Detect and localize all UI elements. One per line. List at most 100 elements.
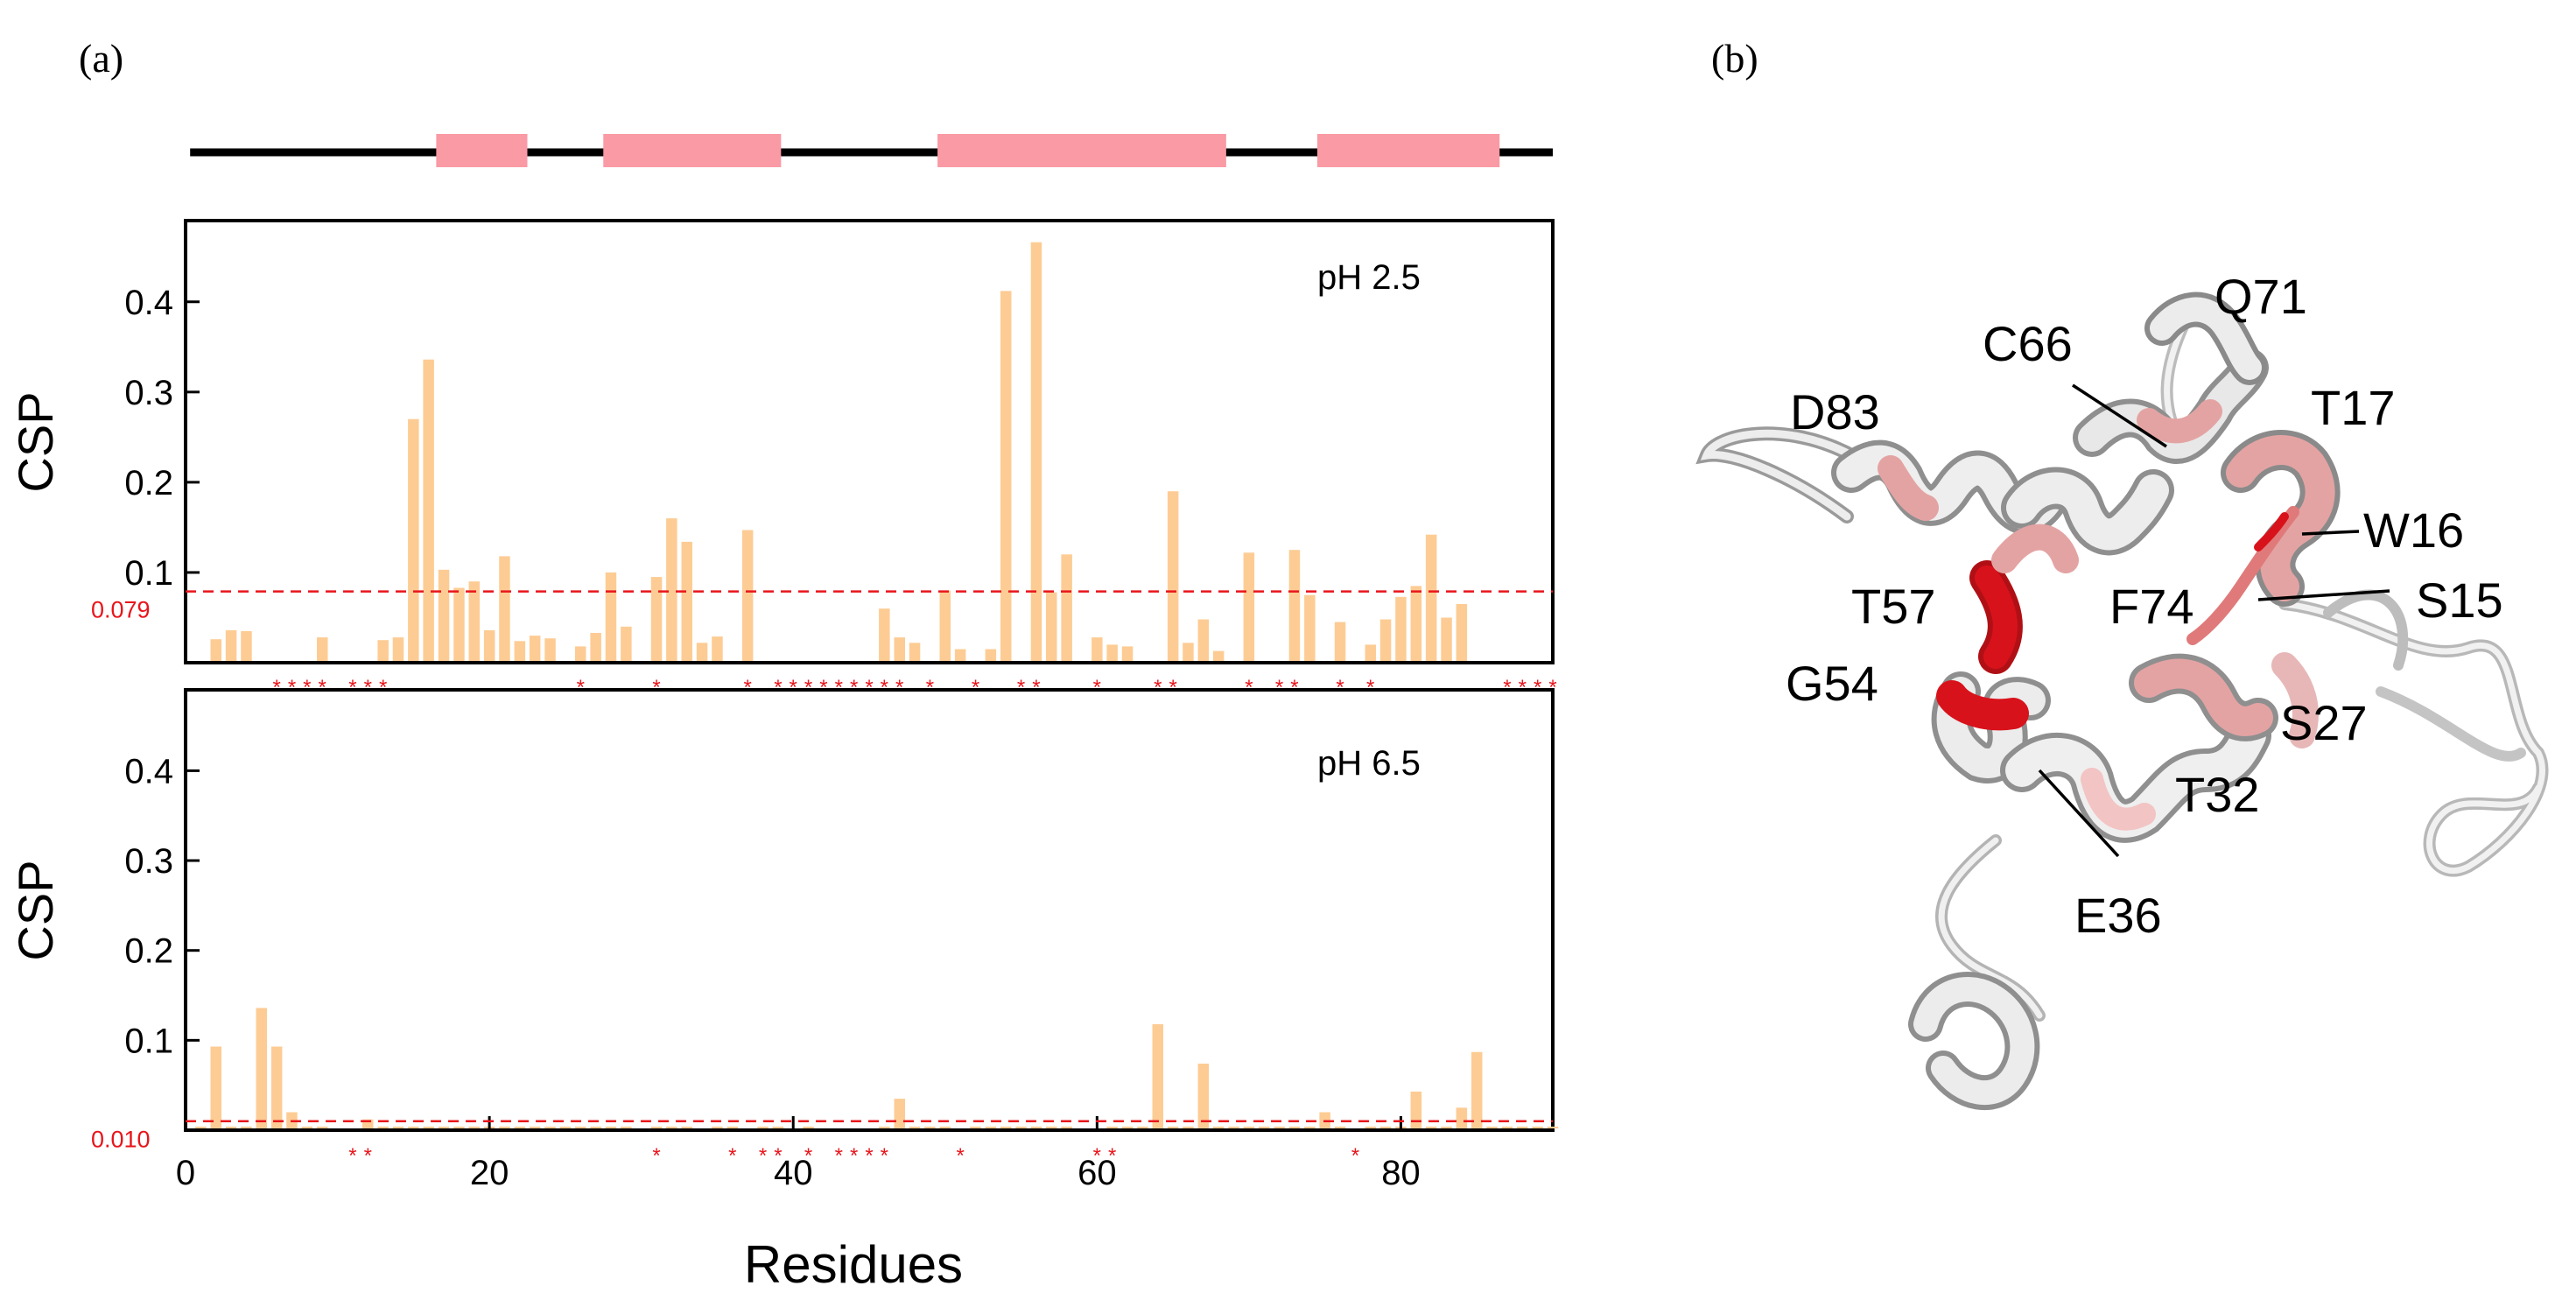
csp-bar <box>1197 1064 1210 1128</box>
csp-bar <box>1517 1126 1528 1128</box>
csp-bar <box>1046 1126 1057 1128</box>
csp-bar <box>514 1126 526 1128</box>
csp-bar <box>1379 1126 1392 1128</box>
csp-bar <box>621 626 632 661</box>
csp-bar <box>1167 491 1179 661</box>
unassigned-star: * <box>1351 1144 1359 1168</box>
csp-bar <box>985 1126 997 1128</box>
csp-bar <box>1015 1126 1027 1128</box>
csp-bar <box>650 1126 663 1128</box>
csp-bar <box>939 590 951 661</box>
csp-bar <box>1410 1091 1422 1128</box>
unassigned-star: * <box>1017 676 1025 699</box>
unassigned-star: * <box>272 676 280 699</box>
unassigned-star: * <box>759 1144 767 1168</box>
helix-block <box>937 134 1226 167</box>
x-tick-label: 0 <box>176 1154 195 1192</box>
leader-lines <box>2038 383 2390 858</box>
csp-bar <box>1212 1126 1225 1128</box>
csp-bar <box>408 418 419 661</box>
x-tick-label: 40 <box>774 1154 813 1192</box>
csp-bar <box>225 1126 237 1128</box>
csp-bar <box>1304 594 1316 661</box>
csp-bar <box>1061 1126 1072 1128</box>
csp-bar <box>772 1126 784 1128</box>
csp-bar <box>1288 1126 1301 1128</box>
residue-label-s27: S27 <box>2280 695 2368 750</box>
csp-bar <box>1183 1126 1194 1128</box>
csp-bar <box>1046 592 1057 661</box>
unassigned-star: * <box>774 676 782 699</box>
bars-top <box>210 242 1468 661</box>
unassigned-star: * <box>1336 676 1344 699</box>
csp-bar <box>317 1126 328 1128</box>
threshold-label-bottom: 0.010 <box>91 1127 151 1153</box>
ylabel-top: CSP <box>8 391 63 492</box>
csp-bar <box>438 1126 450 1128</box>
csp-bar <box>210 639 221 661</box>
unassigned-star: * <box>364 1144 372 1168</box>
csp-bar <box>483 629 495 661</box>
helix-w16-t17 <box>2186 430 2341 645</box>
unassigned-star: * <box>1093 1144 1101 1168</box>
helix-bottom <box>1908 972 2040 1110</box>
unassigned-star: * <box>881 676 888 699</box>
unassigned-star: * <box>743 676 751 699</box>
unassigned-star: * <box>1108 1144 1116 1168</box>
csp-chart-ph65: CSP pH 6.5 0.1 0.2 0.3 0.4 0 20 40 60 80 * * * * * *… <box>8 688 1559 1294</box>
csp-bar <box>210 1046 221 1128</box>
protein-structure-cartoon: Q71 C66 T17 D83 W16 T57 F74 S15 G54 S27 … <box>1695 269 2549 1110</box>
csp-bar <box>514 641 526 661</box>
unassigned-star: * <box>1275 676 1283 699</box>
csp-bar <box>559 1126 572 1128</box>
csp-bar <box>1379 619 1392 661</box>
csp-bar <box>377 640 389 661</box>
csp-bar <box>270 1046 283 1128</box>
csp-bar <box>529 1126 541 1128</box>
csp-bar <box>757 1126 769 1128</box>
csp-bar <box>1000 291 1012 661</box>
csp-bar <box>1486 1126 1498 1128</box>
csp-bar <box>241 630 252 661</box>
csp-bar <box>256 1008 267 1128</box>
csp-bar <box>879 608 890 661</box>
csp-bar <box>1167 1126 1179 1128</box>
xlabel: Residues <box>744 1235 963 1294</box>
csp-bar <box>1152 1023 1163 1128</box>
csp-bar <box>909 1126 921 1128</box>
unassigned-star: * <box>1534 676 1541 699</box>
unassigned-star: * <box>348 1144 356 1168</box>
csp-bar <box>1061 554 1072 661</box>
csp-bar <box>1106 1126 1118 1128</box>
csp-bar <box>1288 550 1301 661</box>
plot-frame-bottom <box>184 688 1555 1132</box>
csp-bar <box>392 637 404 661</box>
unassigned-star: * <box>379 676 387 699</box>
csp-bar <box>453 587 465 661</box>
helix-block <box>603 134 782 167</box>
csp-bar <box>1425 1126 1437 1128</box>
secondary-structure-track <box>190 134 1553 167</box>
csp-bar <box>621 1126 632 1128</box>
y-tick-label: 0.3 <box>124 374 173 412</box>
csp-bar <box>1183 643 1194 661</box>
helix-t57 <box>1969 467 2174 674</box>
structure-labels: Q71 C66 T17 D83 W16 T57 F74 S15 G54 S27 … <box>1786 269 2503 943</box>
csp-bar <box>1334 622 1346 661</box>
csp-bar <box>894 637 905 661</box>
csp-bar <box>423 1126 434 1128</box>
csp-bar <box>1456 604 1468 661</box>
csp-bar <box>499 556 510 661</box>
residue-label-t57: T57 <box>1851 579 1936 634</box>
residue-label-d83: D83 <box>1790 384 1880 439</box>
csp-bar <box>575 1126 586 1128</box>
csp-bar <box>1425 534 1437 661</box>
y-tick-label: 0.4 <box>124 284 173 322</box>
csp-bar <box>195 1126 207 1128</box>
csp-bar <box>1441 1126 1452 1128</box>
unassigned-star: * <box>956 1144 964 1168</box>
csp-bar <box>924 1126 936 1128</box>
residue-label-f74: F74 <box>2109 579 2194 634</box>
csp-bar <box>1121 1126 1134 1128</box>
csp-bar <box>803 1126 814 1128</box>
